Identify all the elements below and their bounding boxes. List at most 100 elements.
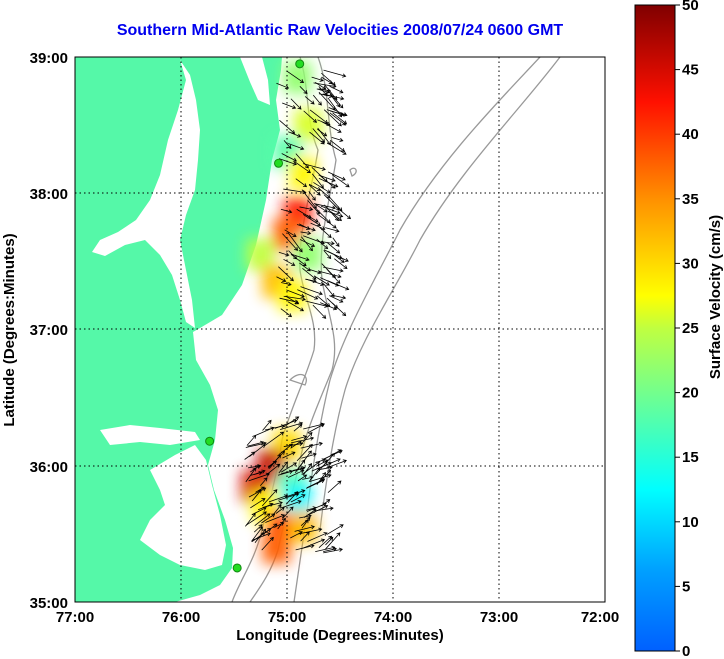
chesapeake-bay bbox=[92, 60, 200, 328]
station-markers bbox=[205, 59, 305, 573]
x-axis: 77:00 76:00 75:00 74:00 73:00 72:00 Long… bbox=[56, 609, 619, 644]
velocity-arrow bbox=[265, 514, 286, 523]
station-marker bbox=[205, 436, 215, 446]
velocity-arrow bbox=[302, 475, 314, 480]
velocity-arrow bbox=[290, 436, 315, 444]
velocity-arrow bbox=[276, 276, 287, 283]
velocity-arrow bbox=[301, 452, 317, 459]
velocity-arrow bbox=[287, 71, 305, 83]
velocity-arrow bbox=[317, 119, 331, 126]
velocity-arrow bbox=[250, 471, 263, 476]
velocity-arrow bbox=[302, 268, 317, 280]
velocity-arrow bbox=[318, 535, 333, 548]
pamlico-sound bbox=[140, 445, 226, 570]
x-tick: 74:00 bbox=[374, 609, 412, 626]
y-tick: 37:00 bbox=[30, 322, 68, 339]
velocity-arrow bbox=[331, 174, 350, 188]
velocity-arrow bbox=[263, 431, 285, 447]
velocity-arrow bbox=[324, 84, 338, 101]
velocity-arrow bbox=[323, 283, 335, 298]
velocity-arrow bbox=[248, 472, 270, 482]
velocity-cell bbox=[262, 531, 291, 564]
velocity-arrow bbox=[313, 202, 328, 213]
velocity-arrow bbox=[325, 536, 334, 546]
velocity-arrow bbox=[285, 295, 300, 305]
velocity-arrow bbox=[284, 229, 297, 237]
velocity-cell bbox=[278, 279, 307, 312]
velocity-arrow bbox=[321, 121, 342, 133]
delaware-bay bbox=[240, 57, 270, 105]
velocity-arrow bbox=[262, 501, 283, 508]
velocity-arrow bbox=[327, 251, 349, 262]
velocity-arrow bbox=[278, 158, 297, 166]
y-axis-label: Latitude (Degrees:Minutes) bbox=[1, 233, 18, 426]
velocity-arrow bbox=[318, 226, 332, 239]
velocity-arrow bbox=[277, 469, 294, 476]
velocity-arrow bbox=[303, 110, 318, 123]
velocity-arrow bbox=[278, 251, 290, 257]
station-marker bbox=[274, 158, 284, 168]
velocity-arrow bbox=[301, 461, 321, 475]
x-tick: 75:00 bbox=[268, 609, 306, 626]
y-axis: 39:00 38:00 37:00 36:00 35:00 Latitude (… bbox=[1, 50, 68, 612]
velocity-arrow bbox=[251, 526, 263, 542]
velocity-arrow bbox=[327, 242, 341, 254]
velocity-arrow bbox=[306, 214, 319, 223]
velocity-arrow bbox=[295, 153, 309, 169]
velocity-arrow bbox=[323, 109, 342, 127]
velocity-arrow bbox=[323, 250, 332, 260]
velocity-arrow bbox=[261, 536, 274, 551]
station-marker bbox=[295, 59, 305, 69]
velocity-arrow bbox=[293, 423, 303, 432]
velocity-arrow bbox=[300, 286, 323, 296]
x-tick: 76:00 bbox=[162, 609, 200, 626]
velocity-arrow bbox=[299, 86, 308, 95]
velocity-arrow bbox=[320, 205, 341, 215]
velocity-arrow bbox=[311, 166, 328, 183]
velocity-arrow bbox=[327, 480, 342, 493]
velocity-arrow bbox=[300, 517, 311, 526]
velocity-arrow bbox=[329, 112, 347, 126]
velocity-arrow bbox=[331, 137, 344, 143]
colorbar-tick-label: 35 bbox=[682, 191, 699, 208]
albemarle-sound bbox=[100, 425, 200, 445]
velocity-arrow bbox=[282, 451, 296, 459]
velocity-arrow bbox=[255, 426, 275, 436]
velocity-arrow bbox=[304, 96, 315, 105]
velocity-arrow bbox=[334, 258, 348, 270]
velocity-arrow bbox=[299, 206, 314, 212]
velocity-arrow bbox=[315, 545, 336, 553]
velocity-arrow bbox=[329, 85, 344, 94]
velocity-arrow bbox=[302, 538, 326, 549]
velocity-arrow bbox=[294, 459, 306, 474]
velocity-arrow bbox=[311, 461, 333, 472]
velocity-arrow bbox=[311, 76, 324, 82]
velocity-arrow bbox=[316, 238, 329, 250]
velocity-arrow bbox=[300, 441, 323, 449]
velocity-arrow bbox=[300, 230, 312, 236]
velocity-arrow bbox=[311, 173, 324, 189]
velocity-cell bbox=[294, 109, 323, 142]
map-frame bbox=[74, 56, 606, 603]
velocity-arrow bbox=[294, 525, 315, 532]
velocity-arrow bbox=[317, 128, 328, 137]
velocity-arrow bbox=[273, 522, 285, 528]
velocity-vectors bbox=[244, 69, 352, 554]
velocity-arrow bbox=[318, 86, 328, 97]
velocity-arrow bbox=[296, 443, 313, 462]
velocity-arrow bbox=[287, 232, 303, 253]
grid bbox=[75, 57, 605, 602]
map-panel bbox=[74, 56, 606, 603]
velocity-arrow bbox=[279, 421, 304, 431]
velocity-arrow bbox=[283, 140, 292, 149]
velocity-arrow bbox=[323, 69, 347, 78]
velocity-arrow bbox=[260, 477, 268, 486]
velocity-arrow bbox=[326, 297, 339, 309]
velocity-arrow bbox=[302, 163, 326, 171]
y-tick: 39:00 bbox=[30, 50, 68, 67]
velocity-arrow bbox=[288, 469, 305, 478]
station-marker bbox=[232, 563, 242, 573]
velocity-arrow bbox=[250, 498, 266, 509]
